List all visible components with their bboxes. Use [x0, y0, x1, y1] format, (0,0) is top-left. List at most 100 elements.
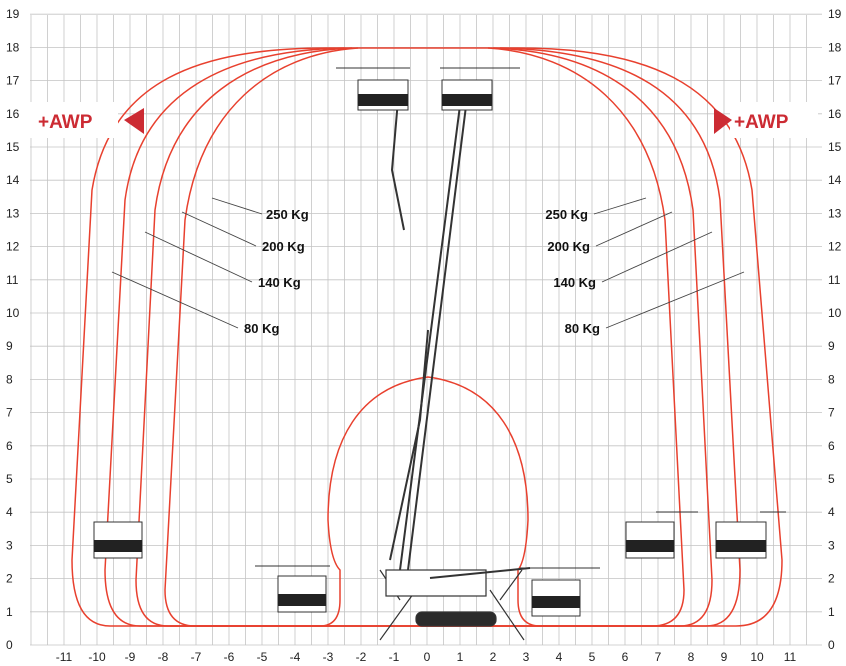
- basket-right-far: [715, 511, 786, 559]
- label-200kg-left: 200 Kg: [262, 239, 305, 254]
- x-tick: 7: [655, 650, 662, 664]
- y-tick-right: 6: [828, 439, 835, 453]
- awp-left: +AWP: [30, 102, 144, 138]
- lower-boom-arm: [389, 329, 429, 561]
- y-tick-left: 4: [6, 505, 13, 519]
- load-leader-lines: [111, 197, 745, 329]
- y-tick-left: 2: [6, 572, 13, 586]
- x-tick: -10: [88, 650, 106, 664]
- x-tick: 11: [784, 650, 797, 664]
- y-tick-right: 14: [828, 173, 842, 187]
- basket-top-right: [440, 67, 520, 111]
- x-tick: -5: [257, 650, 268, 664]
- x-tick: 9: [721, 650, 728, 664]
- track-base: [415, 611, 497, 627]
- y-tick-left: 14: [6, 173, 20, 187]
- y-tick-left: 10: [6, 306, 20, 320]
- label-250kg-left: 250 Kg: [266, 207, 309, 222]
- label-200kg-right: 200 Kg: [547, 239, 590, 254]
- machine-drawing: [379, 89, 531, 641]
- x-tick: 4: [556, 650, 563, 664]
- y-tick-left: 12: [6, 240, 20, 254]
- jib-arm: [390, 99, 405, 231]
- x-tick: 1: [457, 650, 464, 664]
- awp-right-label: +AWP: [734, 112, 789, 133]
- awp-left-label: +AWP: [38, 112, 93, 133]
- envelope-80kg: [71, 47, 783, 627]
- y-tick-left: 11: [6, 273, 19, 287]
- x-tick: 2: [490, 650, 497, 664]
- y-tick-left: 19: [6, 7, 20, 21]
- y-tick-left: 15: [6, 140, 20, 154]
- label-250kg-right: 250 Kg: [545, 207, 588, 222]
- y-tick-left: 7: [6, 406, 13, 420]
- y-tick-right: 18: [828, 40, 842, 54]
- label-140kg-left: 140 Kg: [258, 275, 301, 290]
- y-tick-right: 4: [828, 505, 835, 519]
- load-labels-left: 250 Kg 200 Kg 140 Kg 80 Kg: [244, 207, 309, 336]
- y-tick-right: 8: [828, 372, 835, 386]
- x-tick: 5: [589, 650, 596, 664]
- y-tick-right: 19: [828, 7, 842, 21]
- horizontal-boom: [429, 567, 531, 579]
- x-tick: 0: [424, 650, 431, 664]
- y-tick-right: 7: [828, 406, 835, 420]
- x-tick: -3: [323, 650, 334, 664]
- x-tick: -1: [389, 650, 400, 664]
- label-140kg-right: 140 Kg: [553, 275, 596, 290]
- y-tick-right: 11: [828, 273, 841, 287]
- y-tick-left: 0: [6, 638, 13, 652]
- y-tick-left: 1: [6, 605, 13, 619]
- awp-right: +AWP: [714, 102, 818, 138]
- y-tick-right: 16: [828, 107, 842, 121]
- basket-top-left: [336, 67, 410, 111]
- y-tick-left: 17: [6, 74, 20, 88]
- y-tick-right: 2: [828, 572, 835, 586]
- x-tick: -7: [191, 650, 202, 664]
- x-tick: 6: [622, 650, 629, 664]
- basket-left-low: [93, 521, 143, 559]
- basket-bottom-left: [255, 565, 330, 613]
- x-tick: -6: [224, 650, 235, 664]
- arrow-left-icon: [124, 108, 144, 134]
- y-tick-right: 17: [828, 74, 842, 88]
- x-tick: -11: [56, 650, 73, 664]
- x-tick: 10: [750, 650, 764, 664]
- y-tick-right: 9: [828, 339, 835, 353]
- x-tick: -4: [290, 650, 301, 664]
- load-labels-right: 250 Kg 200 Kg 140 Kg 80 Kg: [545, 207, 600, 336]
- x-tick: 3: [523, 650, 530, 664]
- y-tick-left: 9: [6, 339, 13, 353]
- main-boom: [399, 89, 469, 571]
- arrow-right-icon: [714, 108, 732, 134]
- y-tick-right: 5: [828, 472, 835, 486]
- y-tick-right: 3: [828, 538, 835, 552]
- y-tick-left: 8: [6, 372, 13, 386]
- x-tick: 8: [688, 650, 695, 664]
- y-tick-left: 5: [6, 472, 13, 486]
- basket-right-mid: [625, 511, 698, 559]
- y-tick-left: 3: [6, 538, 13, 552]
- y-tick-right: 15: [828, 140, 842, 154]
- y-tick-left: 16: [6, 107, 20, 121]
- platform-baskets: [93, 67, 786, 617]
- x-tick: -2: [356, 650, 367, 664]
- x-tick: -8: [158, 650, 169, 664]
- y-tick-right: 1: [828, 605, 835, 619]
- y-tick-left: 18: [6, 40, 20, 54]
- y-tick-right: 10: [828, 306, 842, 320]
- y-tick-left: 13: [6, 206, 20, 220]
- x-axis: -11 -10 -9 -8 -7 -6 -5 -4 -3 -2 -1 0 1 2 3 4 5 6 7 8 9 10 11: [56, 650, 797, 664]
- outrigger-legs: [379, 569, 525, 641]
- y-tick-right: 12: [828, 240, 842, 254]
- basket-bottom-right: [520, 567, 600, 617]
- y-tick-right: 0: [828, 638, 835, 652]
- y-tick-left: 6: [6, 439, 13, 453]
- label-80kg-right: 80 Kg: [565, 321, 600, 336]
- x-tick: -9: [125, 650, 136, 664]
- y-tick-right: 13: [828, 206, 842, 220]
- label-80kg-left: 80 Kg: [244, 321, 279, 336]
